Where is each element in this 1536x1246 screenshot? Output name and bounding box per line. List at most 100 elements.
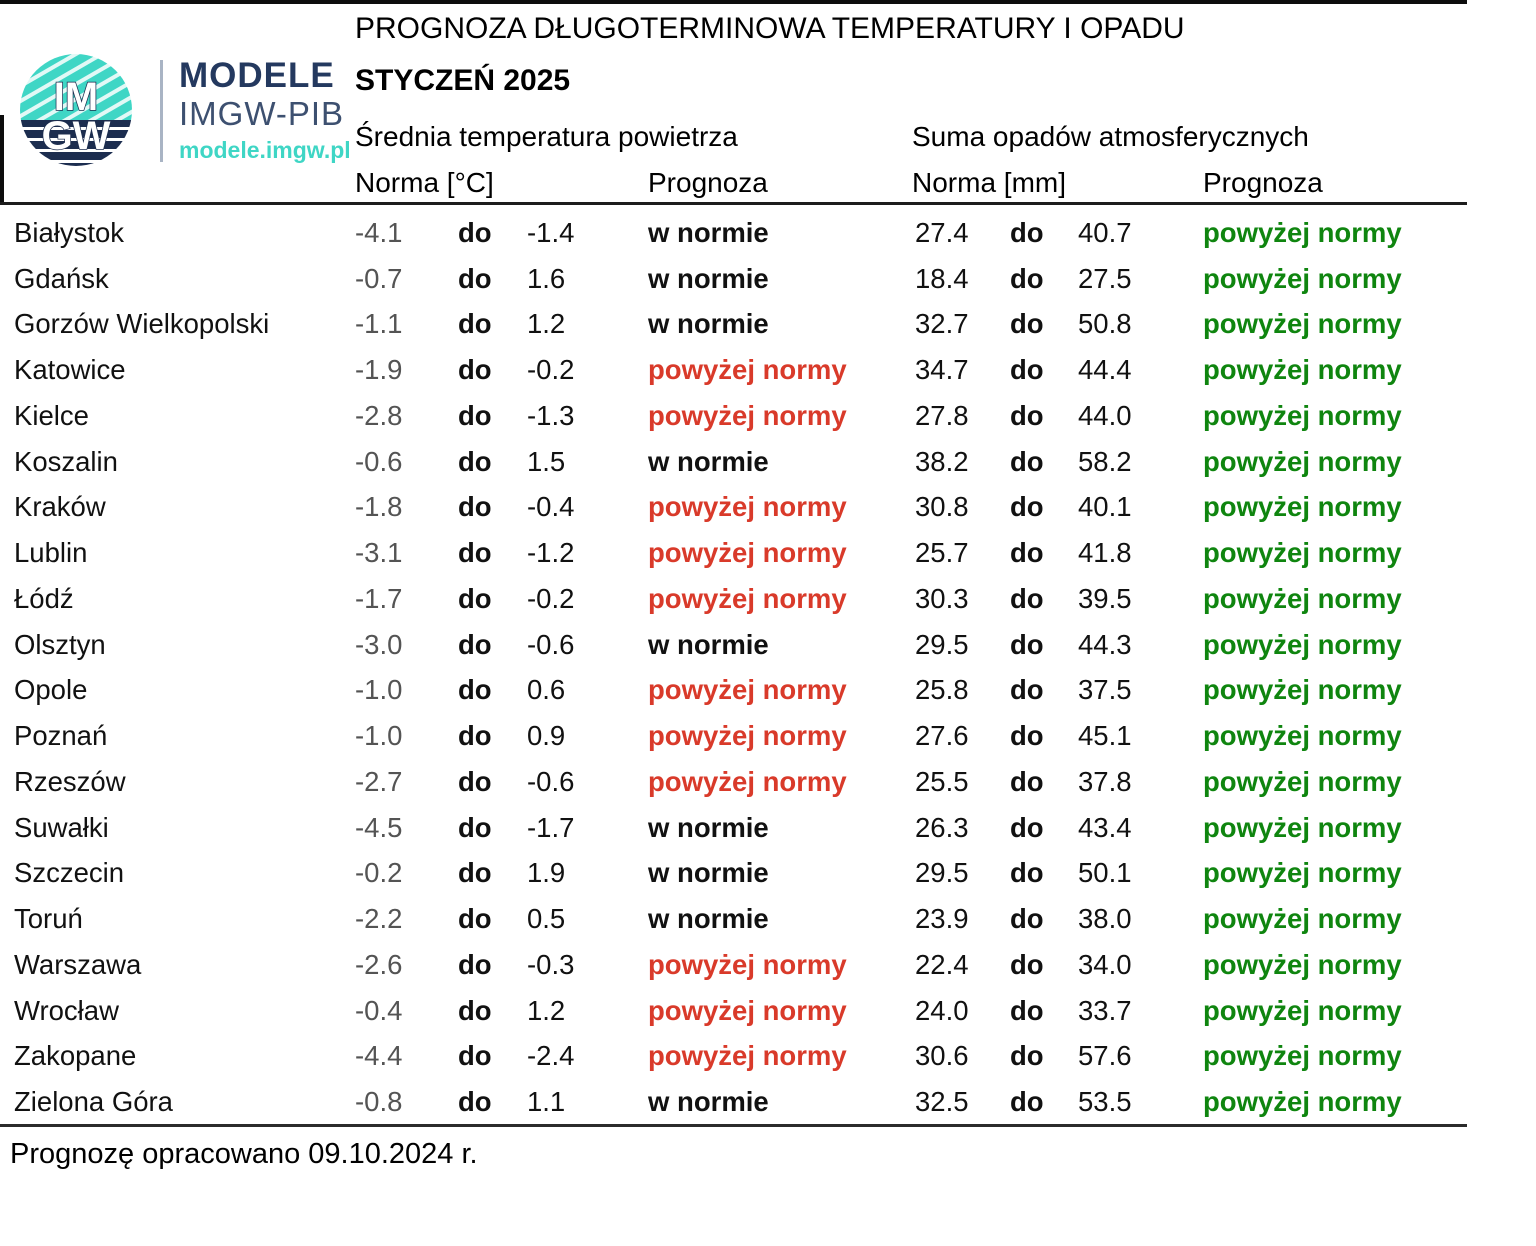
precip-forecast: powyżej normy <box>1203 399 1402 431</box>
temp-range-separator: do <box>458 1040 492 1072</box>
page-title: PROGNOZA DŁUGOTERMINOWA TEMPERATURY I OP… <box>355 12 1185 45</box>
precip-norma-low: 34.7 <box>915 354 969 386</box>
table-row: Gdańsk -0.7 do 1.6 w normie 18.4 do 27.5… <box>0 256 1536 302</box>
precip-forecast: powyżej normy <box>1203 674 1402 706</box>
city-name: Łódź <box>14 582 74 614</box>
precip-range-separator: do <box>1010 948 1044 980</box>
temp-norma-low: -4.4 <box>355 1040 403 1072</box>
table-row: Koszalin -0.6 do 1.5 w normie 38.2 do 58… <box>0 439 1536 485</box>
temp-range-separator: do <box>458 491 492 523</box>
city-name: Zakopane <box>14 1040 137 1072</box>
table-row: Szczecin -0.2 do 1.9 w normie 29.5 do 50… <box>0 851 1536 897</box>
temp-range-separator: do <box>458 1086 492 1118</box>
table-row: Poznań -1.0 do 0.9 powyżej normy 27.6 do… <box>0 713 1536 759</box>
temp-norma-high: 0.9 <box>527 720 566 752</box>
precip-norma-high: 37.8 <box>1078 765 1132 797</box>
precipitation-section-label: Suma opadów atmosferycznych <box>912 121 1309 152</box>
temp-norma-low: -3.0 <box>355 628 403 660</box>
brand-block: MODELE IMGW-PIB modele.imgw.pl <box>179 58 351 162</box>
temp-range-separator: do <box>458 765 492 797</box>
precip-range-separator: do <box>1010 445 1044 477</box>
temp-forecast: powyżej normy <box>648 537 847 569</box>
temp-norma-high: 0.6 <box>527 674 566 706</box>
temp-norma-high: -1.7 <box>527 811 575 843</box>
temp-norma-low: -0.6 <box>355 445 403 477</box>
city-name: Zielona Góra <box>14 1086 173 1118</box>
temp-norma-high: -0.4 <box>527 491 575 523</box>
temp-forecast: powyżej normy <box>648 720 847 752</box>
temp-norma-low: -1.0 <box>355 674 403 706</box>
precip-norma-low: 27.8 <box>915 399 969 431</box>
precip-range-separator: do <box>1010 262 1044 294</box>
temp-prognoza-column-header: Prognoza <box>648 167 768 198</box>
precip-norma-high: 50.8 <box>1078 308 1132 340</box>
footer-issue-date: Prognozę opracowano 09.10.2024 r. <box>10 1138 478 1170</box>
precip-norma-low: 32.7 <box>915 308 969 340</box>
temp-forecast: powyżej normy <box>648 354 847 386</box>
precip-norma-low: 24.0 <box>915 994 969 1026</box>
table-row: Opole -1.0 do 0.6 powyżej normy 25.8 do … <box>0 668 1536 714</box>
table-row: Lublin -3.1 do -1.2 powyżej normy 25.7 d… <box>0 530 1536 576</box>
temp-norma-low: -4.5 <box>355 811 403 843</box>
precip-forecast: powyżej normy <box>1203 948 1402 980</box>
page-subtitle: STYCZEŃ 2025 <box>355 64 571 97</box>
temp-range-separator: do <box>458 811 492 843</box>
precip-forecast: powyżej normy <box>1203 765 1402 797</box>
precip-range-separator: do <box>1010 308 1044 340</box>
precip-norma-high: 39.5 <box>1078 582 1132 614</box>
precip-forecast: powyżej normy <box>1203 720 1402 752</box>
city-name: Szczecin <box>14 857 125 889</box>
precip-range-separator: do <box>1010 216 1044 248</box>
precip-norma-low: 38.2 <box>915 445 969 477</box>
precip-norma-low: 27.4 <box>915 216 969 248</box>
precip-range-separator: do <box>1010 903 1044 935</box>
temp-norma-low: -1.0 <box>355 720 403 752</box>
temp-forecast: w normie <box>648 628 769 660</box>
temp-norma-high: -0.6 <box>527 628 575 660</box>
temp-norma-low: -3.1 <box>355 537 403 569</box>
brand-url-label: modele.imgw.pl <box>179 137 351 163</box>
header-left-border-rule <box>0 115 4 205</box>
header-separator-rule <box>0 202 1467 205</box>
temp-range-separator: do <box>458 537 492 569</box>
precip-range-separator: do <box>1010 765 1044 797</box>
precip-forecast: powyżej normy <box>1203 354 1402 386</box>
precip-norma-low: 18.4 <box>915 262 969 294</box>
top-border-rule <box>0 0 1467 4</box>
temp-norma-high: 1.6 <box>527 262 566 294</box>
temp-range-separator: do <box>458 354 492 386</box>
logo-divider <box>160 60 163 162</box>
precip-range-separator: do <box>1010 491 1044 523</box>
precip-range-separator: do <box>1010 674 1044 706</box>
precip-norma-low: 30.3 <box>915 582 969 614</box>
precip-norma-high: 43.4 <box>1078 811 1132 843</box>
temp-range-separator: do <box>458 948 492 980</box>
city-name: Olsztyn <box>14 628 106 660</box>
table-row: Rzeszów -2.7 do -0.6 powyżej normy 25.5 … <box>0 759 1536 805</box>
temp-norma-high: -1.3 <box>527 399 575 431</box>
precip-forecast: powyżej normy <box>1203 491 1402 523</box>
temp-forecast: powyżej normy <box>648 491 847 523</box>
brand-imgw-pib-label: IMGW-PIB <box>179 95 345 132</box>
precip-range-separator: do <box>1010 628 1044 660</box>
table-row: Kielce -2.8 do -1.3 powyżej normy 27.8 d… <box>0 393 1536 439</box>
temp-forecast: powyżej normy <box>648 765 847 797</box>
temp-norma-column-header: Norma [°C] <box>355 167 494 198</box>
temp-norma-low: -4.1 <box>355 216 403 248</box>
temp-forecast: powyżej normy <box>648 1040 847 1072</box>
precip-norma-high: 41.8 <box>1078 537 1132 569</box>
temp-norma-low: -0.4 <box>355 994 403 1026</box>
table-row: Łódź -1.7 do -0.2 powyżej normy 30.3 do … <box>0 576 1536 622</box>
precip-norma-high: 38.0 <box>1078 903 1132 935</box>
precip-norma-low: 23.9 <box>915 903 969 935</box>
precip-forecast: powyżej normy <box>1203 582 1402 614</box>
temp-norma-low: -1.9 <box>355 354 403 386</box>
temp-norma-low: -2.8 <box>355 399 403 431</box>
precip-norma-high: 57.6 <box>1078 1040 1132 1072</box>
precip-norma-high: 50.1 <box>1078 857 1132 889</box>
temp-norma-high: -0.6 <box>527 765 575 797</box>
temp-norma-high: -0.2 <box>527 582 575 614</box>
precip-range-separator: do <box>1010 811 1044 843</box>
precip-norma-low: 22.4 <box>915 948 969 980</box>
